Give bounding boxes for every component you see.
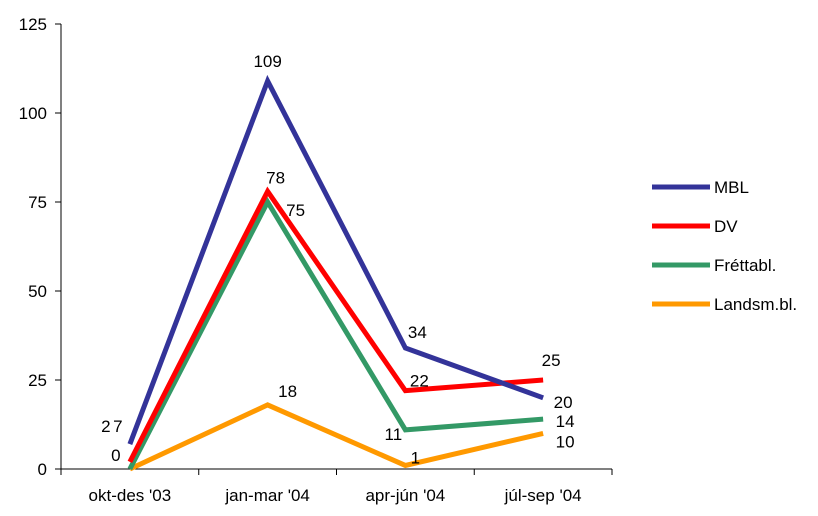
data-label: 10 (556, 432, 575, 451)
data-label: 7 (113, 417, 122, 436)
data-label: 75 (286, 201, 305, 220)
x-tick-label: júl-sep '04 (504, 486, 582, 505)
data-label: 34 (408, 323, 427, 342)
legend: MBL DV Fréttabl. Landsm.bl. (652, 178, 797, 314)
x-tick-label: okt-des '03 (89, 486, 172, 505)
x-tick-label: jan-mar '04 (224, 486, 310, 505)
y-tick-label: 0 (38, 460, 47, 479)
y-tick-label: 75 (28, 193, 47, 212)
data-label: 0 (111, 446, 120, 465)
legend-label: Landsm.bl. (714, 295, 797, 314)
legend-label: DV (714, 217, 738, 236)
data-label: 25 (542, 351, 561, 370)
data-label: 2 (101, 417, 110, 436)
data-label: 1 (411, 448, 420, 467)
y-tick-label: 125 (19, 15, 47, 34)
y-tick-label: 25 (28, 371, 47, 390)
x-tick-label: apr-jún '04 (365, 486, 445, 505)
legend-label: Fréttabl. (714, 256, 776, 275)
series-line-fr-ttabl (127, 196, 544, 471)
data-label: 78 (266, 168, 285, 187)
data-label: 14 (556, 412, 575, 431)
data-label: 22 (410, 372, 429, 391)
series-line-landsm-bl (128, 402, 544, 472)
data-labels: 7 109 34 20 2 78 22 25 0 75 11 14 18 1 10 (101, 52, 574, 467)
data-label: 109 (253, 52, 281, 71)
y-tick-label: 100 (19, 104, 47, 123)
series-lines (127, 74, 544, 472)
data-label: 18 (278, 382, 297, 401)
series-line-mbl (127, 74, 544, 445)
data-label: 11 (385, 425, 403, 444)
series-line-dv (127, 186, 544, 464)
y-tick-label: 50 (28, 282, 47, 301)
legend-label: MBL (714, 178, 749, 197)
data-label: 20 (554, 393, 573, 412)
